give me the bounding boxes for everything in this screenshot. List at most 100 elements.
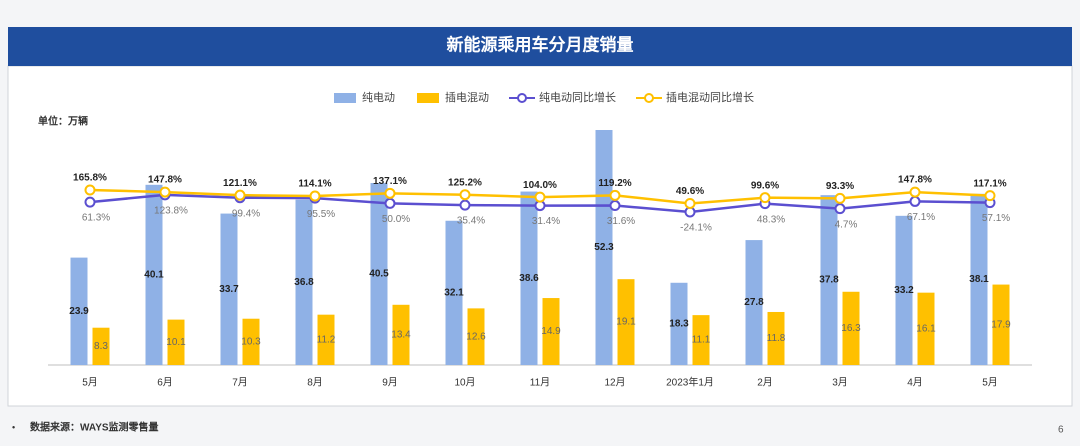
x-tick-label: 2023年1月 bbox=[666, 376, 714, 389]
line-label: 4.7% bbox=[835, 219, 858, 230]
chart-title: 新能源乘用车分月度销量 bbox=[447, 34, 634, 54]
unit-label: 单位：万辆 bbox=[38, 115, 88, 128]
x-tick-label: 5月 bbox=[982, 377, 998, 389]
bar-label: 16.3 bbox=[841, 323, 861, 334]
line-marker bbox=[984, 190, 996, 202]
bar-label: 11.8 bbox=[767, 333, 786, 344]
legend-label: 纯电动同比增长 bbox=[539, 90, 616, 104]
title-bar bbox=[8, 27, 1072, 66]
bar bbox=[992, 284, 1010, 365]
page-number: 6 bbox=[1058, 425, 1064, 436]
bar bbox=[467, 308, 485, 365]
bar bbox=[542, 298, 560, 365]
x-tick-label: 4月 bbox=[907, 377, 923, 389]
line-label: 99.6% bbox=[751, 180, 779, 191]
bar-label: 33.7 bbox=[219, 284, 239, 295]
x-tick-label: 12月 bbox=[604, 377, 625, 389]
line-marker bbox=[834, 192, 846, 204]
line-label: 165.8% bbox=[73, 173, 107, 184]
bar bbox=[917, 292, 935, 365]
line-marker bbox=[159, 186, 171, 198]
line-marker bbox=[609, 200, 621, 212]
bar-label: 19.1 bbox=[616, 317, 636, 328]
bar bbox=[242, 318, 260, 365]
bar-label: 16.1 bbox=[916, 323, 936, 334]
line-marker bbox=[534, 191, 546, 203]
x-tick-label: 3月 bbox=[832, 377, 848, 389]
line-label: 123.8% bbox=[154, 206, 188, 217]
line-marker bbox=[909, 186, 921, 198]
line-label: 99.4% bbox=[232, 208, 260, 219]
line-marker bbox=[909, 195, 921, 207]
bar-label: 10.1 bbox=[166, 337, 186, 348]
bar bbox=[842, 291, 860, 365]
legend-label: 纯电动 bbox=[362, 91, 395, 104]
x-tick-label: 6月 bbox=[157, 377, 173, 389]
line-label: 147.8% bbox=[148, 175, 182, 186]
line-marker bbox=[84, 196, 96, 208]
bar-label: 33.2 bbox=[894, 285, 914, 296]
line-marker bbox=[609, 189, 621, 201]
bar bbox=[820, 195, 838, 365]
bar bbox=[317, 314, 335, 365]
bar-label: 13.4 bbox=[391, 330, 411, 341]
bar bbox=[617, 279, 635, 365]
line-label: 31.4% bbox=[532, 216, 560, 227]
bar bbox=[970, 193, 988, 365]
bar-label: 40.5 bbox=[369, 269, 389, 280]
bar bbox=[595, 130, 613, 365]
bar-label: 36.8 bbox=[294, 277, 314, 288]
line-marker bbox=[84, 184, 96, 196]
line-label: 57.1% bbox=[982, 213, 1010, 224]
bar bbox=[520, 191, 538, 365]
line-marker bbox=[684, 197, 696, 209]
line-label: 48.3% bbox=[757, 214, 785, 225]
bar bbox=[692, 315, 710, 365]
line-label: 114.1% bbox=[298, 179, 331, 190]
bar-label: 37.8 bbox=[819, 275, 839, 286]
legend-label: 插电混动 bbox=[445, 90, 489, 104]
bar bbox=[767, 311, 785, 365]
bar-label: 8.3 bbox=[94, 341, 108, 352]
line-label: 50.0% bbox=[382, 214, 410, 225]
line-marker bbox=[834, 203, 846, 215]
source-note: 数据来源：WAYS监测零售量 bbox=[30, 421, 159, 434]
bar-label: 17.9 bbox=[991, 319, 1011, 330]
line-label: 35.4% bbox=[457, 216, 485, 227]
line-marker bbox=[309, 190, 321, 202]
line-label: 121.1% bbox=[223, 178, 257, 189]
x-tick-label: 9月 bbox=[382, 377, 398, 389]
line-marker bbox=[384, 187, 396, 199]
line-marker bbox=[759, 192, 771, 204]
line-label: 93.3% bbox=[826, 181, 854, 192]
x-tick-label: 7月 bbox=[232, 377, 248, 389]
bar bbox=[295, 199, 313, 365]
bar bbox=[445, 220, 463, 365]
bar-label: 10.3 bbox=[241, 337, 261, 348]
line-label: 104.0% bbox=[523, 180, 557, 191]
bar-label: 11.1 bbox=[692, 335, 711, 346]
bar-label: 11.2 bbox=[317, 334, 336, 345]
legend-swatch bbox=[517, 93, 527, 103]
bar bbox=[145, 184, 163, 365]
legend-swatch bbox=[334, 93, 356, 103]
legend-label: 插电混动同比增长 bbox=[666, 90, 754, 104]
plot-panel bbox=[7, 65, 1073, 407]
bar bbox=[220, 213, 238, 365]
bullet: • bbox=[12, 422, 15, 432]
line-marker bbox=[384, 197, 396, 209]
bar-label: 38.6 bbox=[519, 273, 539, 284]
legend-swatch bbox=[417, 93, 439, 103]
line-label: 61.3% bbox=[82, 213, 110, 224]
legend-swatch bbox=[644, 93, 654, 103]
line-marker bbox=[459, 199, 471, 211]
bar-label: 27.8 bbox=[744, 297, 764, 308]
line-label: 137.1% bbox=[373, 176, 407, 187]
x-tick-label: 11月 bbox=[530, 377, 550, 389]
bar-label: 23.9 bbox=[69, 306, 89, 317]
line-marker bbox=[234, 189, 246, 201]
line-label: 31.6% bbox=[607, 216, 635, 227]
bar bbox=[92, 327, 110, 365]
